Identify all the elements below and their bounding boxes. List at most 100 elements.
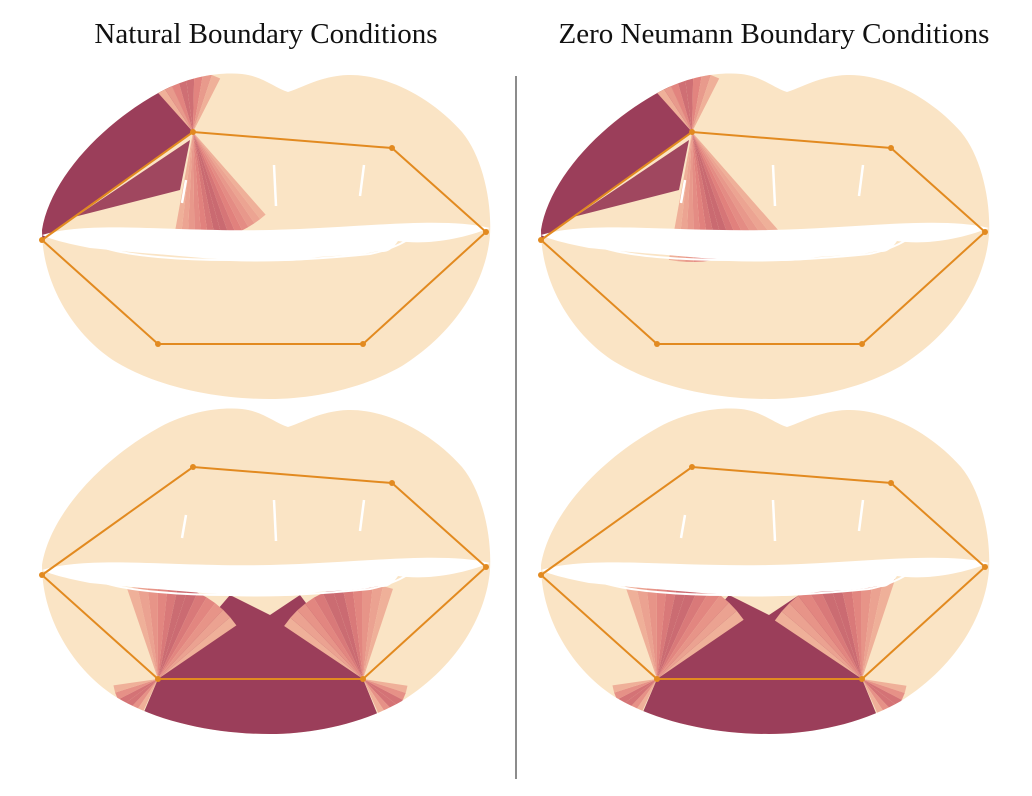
weight-band [675, 73, 692, 132]
weight-band [692, 132, 751, 252]
cage-vertex [654, 341, 660, 347]
control-cage [538, 464, 988, 682]
weight-band [193, 132, 216, 241]
weight-band [290, 610, 363, 679]
weight-band [657, 588, 721, 679]
panel-natural-left-corner [39, 73, 491, 400]
tooth-gap [857, 164, 865, 197]
weight-band [862, 679, 902, 707]
cage-vertex [39, 572, 45, 578]
cage-vertex [155, 676, 161, 682]
tooth-gap [180, 179, 188, 204]
weight-band [616, 679, 657, 706]
tooth-gap [358, 164, 366, 197]
weight-band [121, 679, 158, 712]
weight-band [692, 132, 711, 262]
weight-band [352, 584, 363, 679]
cage-vertex [389, 480, 395, 486]
weight-band [692, 132, 778, 235]
weight-band [180, 132, 193, 242]
falloff-fan-lower [173, 132, 266, 242]
weight-band [158, 592, 207, 679]
weight-band [297, 603, 363, 679]
weight-band [332, 586, 363, 679]
tooth-gap [272, 499, 278, 542]
cage-vertex [190, 464, 196, 470]
weight-band [657, 579, 701, 679]
lower-teeth-edge [603, 572, 910, 597]
weight-band [363, 679, 408, 694]
tooth-gap [679, 514, 687, 539]
weight-band [692, 132, 772, 240]
weight-band [313, 592, 363, 679]
weight-band [362, 584, 373, 679]
zero-neumann-boundary-title: Zero Neumann Boundary Conditions [558, 18, 990, 50]
cage-vertex [888, 480, 894, 486]
weight-band [363, 679, 406, 700]
falloff-fan-upper [652, 73, 720, 132]
cage-vertex [689, 129, 695, 135]
weight-band [185, 73, 195, 132]
cage-vertex [859, 341, 865, 347]
weight-band [692, 73, 711, 132]
weight-band [850, 574, 862, 679]
falloff-fan-upper [153, 73, 221, 132]
weight-band [117, 679, 158, 706]
weight-band [305, 597, 363, 679]
weight-band [193, 73, 204, 132]
weight-band [193, 132, 202, 242]
cage-vertex [982, 229, 988, 235]
weight-band [187, 132, 195, 242]
weight-band [652, 81, 692, 132]
weight-band [861, 574, 873, 679]
weight-band [363, 586, 393, 679]
weight-band [193, 132, 223, 240]
weight-band [614, 679, 657, 700]
weight-band [322, 589, 363, 679]
weight-band [158, 597, 216, 679]
weight-band [612, 679, 657, 693]
weight-band [168, 74, 193, 132]
weight-band [645, 574, 657, 679]
column-divider [515, 76, 517, 779]
mouth-gap [541, 222, 989, 261]
tooth-gap [679, 179, 687, 204]
control-cage [538, 129, 988, 347]
weight-band [115, 679, 158, 700]
weight-band [193, 75, 221, 132]
cage-vertex [859, 676, 865, 682]
weight-band [692, 132, 719, 261]
weight-band [862, 679, 887, 721]
cage-vertex [39, 237, 45, 243]
mouth-gap [42, 222, 490, 261]
cage-vertex [538, 572, 544, 578]
weight-band [692, 75, 720, 132]
weight-band [692, 132, 765, 245]
weight-band [657, 610, 744, 679]
cage-vertex [360, 676, 366, 682]
weight-band [667, 74, 692, 132]
weight-band [158, 588, 198, 679]
tooth-gap [358, 499, 366, 532]
weight-band [774, 611, 862, 679]
weight-band [127, 586, 158, 679]
weight-band [113, 679, 158, 693]
tooth-gap [857, 499, 865, 532]
cage-vertex [982, 564, 988, 570]
cage-vertex [483, 564, 489, 570]
weight-band [862, 679, 893, 717]
cage-vertex [538, 237, 544, 243]
weight-band [363, 679, 399, 712]
falloff-fan-right-outer [363, 679, 408, 721]
falloff-fan-left [127, 584, 237, 679]
weight-band [363, 679, 394, 717]
weight-band [623, 576, 657, 679]
weight-band [158, 609, 231, 679]
weight-band [862, 679, 898, 712]
tooth-separators [180, 164, 366, 207]
weight-band [284, 617, 363, 679]
high-weight-region [629, 679, 889, 735]
tooth-separators [679, 164, 865, 207]
weight-band [862, 574, 885, 679]
